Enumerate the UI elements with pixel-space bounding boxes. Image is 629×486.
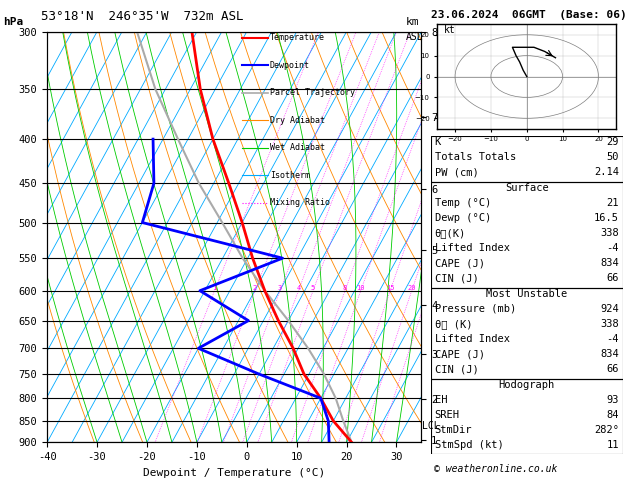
Text: Totals Totals: Totals Totals (435, 152, 516, 162)
Text: 10: 10 (357, 285, 365, 291)
Text: 8: 8 (343, 285, 347, 291)
Text: CAPE (J): CAPE (J) (435, 349, 485, 359)
Text: 66: 66 (606, 364, 619, 374)
Text: Isotherm: Isotherm (270, 171, 310, 180)
Bar (431, 182, 623, 288)
Text: © weatheronline.co.uk: © weatheronline.co.uk (434, 464, 557, 474)
Bar (431, 379, 623, 454)
Text: 2.14: 2.14 (594, 167, 619, 177)
Text: -4: -4 (606, 243, 619, 253)
Text: -4: -4 (606, 334, 619, 344)
Text: EH: EH (435, 395, 447, 405)
Text: Dewp (°C): Dewp (°C) (435, 213, 491, 223)
Text: Lifted Index: Lifted Index (435, 334, 509, 344)
Text: Temp (°C): Temp (°C) (435, 198, 491, 208)
Text: 20: 20 (408, 285, 416, 291)
Text: Surface: Surface (505, 183, 548, 192)
Text: Hodograph: Hodograph (499, 380, 555, 390)
Text: 50: 50 (606, 152, 619, 162)
Text: K: K (435, 137, 441, 147)
Text: StmSpd (kt): StmSpd (kt) (435, 440, 503, 450)
Text: 1: 1 (213, 285, 217, 291)
Text: 23.06.2024  06GMT  (Base: 06): 23.06.2024 06GMT (Base: 06) (431, 10, 626, 20)
Text: Pressure (mb): Pressure (mb) (435, 304, 516, 314)
Bar (431, 288, 623, 379)
Text: StmDir: StmDir (435, 425, 472, 435)
Text: Lifted Index: Lifted Index (435, 243, 509, 253)
Text: hPa: hPa (3, 17, 23, 27)
Text: 29: 29 (606, 137, 619, 147)
Bar (431, 136, 623, 182)
Text: 93: 93 (606, 395, 619, 405)
Text: 11: 11 (606, 440, 619, 450)
Text: Dewpoint: Dewpoint (270, 61, 310, 70)
Text: 2: 2 (253, 285, 257, 291)
Text: 834: 834 (600, 349, 619, 359)
X-axis label: Dewpoint / Temperature (°C): Dewpoint / Temperature (°C) (143, 468, 325, 478)
Text: 5: 5 (311, 285, 315, 291)
Text: CIN (J): CIN (J) (435, 274, 479, 283)
Text: 15: 15 (386, 285, 394, 291)
Text: Mixing Ratio: Mixing Ratio (270, 198, 330, 208)
Text: 282°: 282° (594, 425, 619, 435)
Text: Temperature: Temperature (270, 33, 325, 42)
Text: 53°18'N  246°35'W  732m ASL: 53°18'N 246°35'W 732m ASL (41, 10, 243, 23)
Text: SREH: SREH (435, 410, 460, 420)
Text: θᴇ (K): θᴇ (K) (435, 319, 472, 329)
Text: Most Unstable: Most Unstable (486, 289, 567, 298)
Text: 84: 84 (606, 410, 619, 420)
Text: CIN (J): CIN (J) (435, 364, 479, 374)
Text: Wet Adiabat: Wet Adiabat (270, 143, 325, 152)
Text: 924: 924 (600, 304, 619, 314)
Text: CAPE (J): CAPE (J) (435, 258, 485, 268)
Text: km: km (406, 17, 419, 27)
Text: 21: 21 (606, 198, 619, 208)
Text: 4: 4 (296, 285, 301, 291)
Text: 338: 338 (600, 319, 619, 329)
Text: LCL: LCL (422, 421, 440, 431)
Text: 338: 338 (600, 228, 619, 238)
Text: 3: 3 (278, 285, 282, 291)
Text: Dry Adiabat: Dry Adiabat (270, 116, 325, 125)
Text: 16.5: 16.5 (594, 213, 619, 223)
Text: ASL: ASL (406, 32, 423, 42)
Text: PW (cm): PW (cm) (435, 167, 479, 177)
Text: Parcel Trajectory: Parcel Trajectory (270, 88, 355, 97)
Text: kt: kt (444, 25, 456, 35)
Text: 66: 66 (606, 274, 619, 283)
Text: θᴇ(K): θᴇ(K) (435, 228, 466, 238)
Text: 834: 834 (600, 258, 619, 268)
